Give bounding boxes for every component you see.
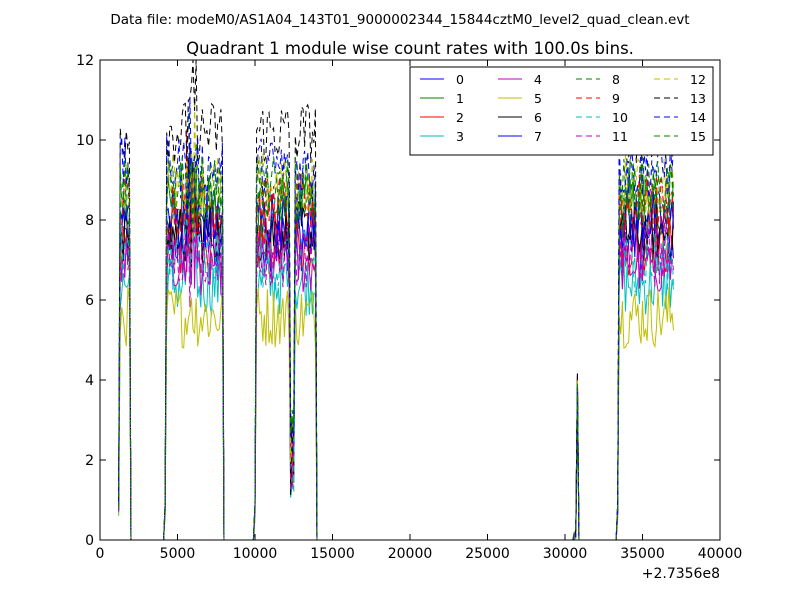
- series-line-13: [118, 59, 674, 541]
- legend-label-12: 12: [690, 72, 706, 87]
- legend-label-8: 8: [612, 72, 620, 87]
- legend-label-13: 13: [690, 91, 706, 106]
- x-offset-label: +2.7356e8: [642, 566, 720, 582]
- y-tick-label: 2: [85, 453, 94, 469]
- x-tick-label: 5000: [160, 546, 196, 562]
- legend-label-10: 10: [612, 110, 628, 125]
- series-line-12: [118, 100, 674, 541]
- legend-label-7: 7: [534, 129, 542, 144]
- legend-box: [409, 66, 714, 156]
- chart-title: Quadrant 1 module wise count rates with …: [186, 39, 634, 58]
- legend-label-5: 5: [534, 91, 542, 106]
- x-tick-label: 10000: [233, 546, 278, 562]
- axis-ticks: 0 5000 10000 15000 20000 25000 30000 35000 40000…: [76, 53, 742, 562]
- legend-label-0: 0: [456, 72, 464, 87]
- y-tick-label: 12: [76, 53, 94, 69]
- legend-label-11: 11: [612, 129, 628, 144]
- x-tick-label: 0: [96, 546, 105, 562]
- y-tick-label: 10: [76, 133, 94, 149]
- legend-label-14: 14: [690, 110, 706, 125]
- legend-label-4: 4: [534, 72, 542, 87]
- legend-label-9: 9: [612, 91, 620, 106]
- series-line-0: [118, 163, 674, 541]
- legend-label-3: 3: [456, 129, 464, 144]
- y-tick-label: 8: [85, 213, 94, 229]
- y-tick-label: 6: [85, 293, 94, 309]
- series-line-2: [118, 176, 674, 541]
- legend-label-1: 1: [456, 91, 464, 106]
- series-line-11: [118, 177, 674, 541]
- y-tick-label: 0: [85, 533, 94, 549]
- series-line-1: [118, 150, 674, 541]
- legend-label-15: 15: [690, 129, 706, 144]
- y-tick-label: 4: [85, 373, 94, 389]
- x-tick-label: 15000: [310, 546, 355, 562]
- legend-label-2: 2: [456, 110, 464, 125]
- x-tick-label: 30000: [543, 546, 588, 562]
- x-tick-label: 40000: [698, 546, 743, 562]
- series-line-15: [118, 156, 674, 541]
- x-tick-label: 25000: [465, 546, 510, 562]
- x-tick-label: 35000: [620, 546, 665, 562]
- series-line-5: [118, 285, 674, 541]
- data-file-suptitle: Data file: modeM0/AS1A04_143T01_90000023…: [110, 12, 689, 28]
- legend-label-6: 6: [534, 110, 542, 125]
- x-tick-label: 20000: [388, 546, 433, 562]
